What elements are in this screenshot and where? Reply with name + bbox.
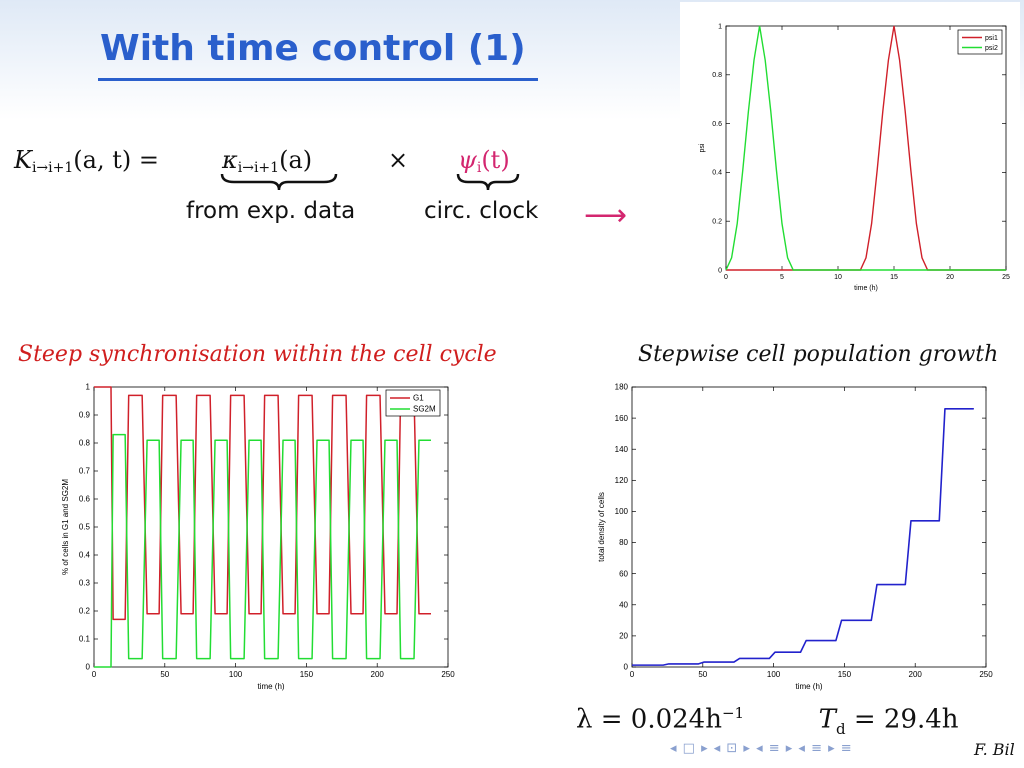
series-line-psi2 — [725, 25, 1006, 271]
x-tick-label: 150 — [838, 670, 852, 679]
x-tick-label: 0 — [92, 670, 97, 679]
y-tick-label: 0.8 — [712, 72, 722, 79]
equation-times: × — [388, 146, 409, 174]
beamer-navigation[interactable]: ◂ □ ▸ ◂ ⊡ ▸ ◂ ≡ ▸ ◂ ≡ ▸ ≡ — [670, 741, 853, 756]
y-tick-label: 0.5 — [79, 523, 91, 532]
x-tick-label: 100 — [229, 670, 243, 679]
y-tick-label: 100 — [615, 507, 629, 516]
equation-lhs: Ki→i+1(a, t) = — [14, 146, 159, 176]
x-tick-label: 10 — [834, 274, 842, 281]
y-tick-label: 0.6 — [712, 121, 722, 128]
equation-psi: ψi(t) — [458, 146, 510, 176]
y-tick-label: 80 — [619, 538, 628, 547]
series-line-total-density — [632, 407, 975, 666]
x-axis-label: time (h) — [257, 682, 284, 691]
x-tick-label: 0 — [630, 670, 635, 679]
legend-label-sg2m: SG2M — [413, 405, 436, 414]
eq-psi-args: (t) — [481, 146, 510, 174]
legend-box — [385, 389, 441, 417]
series-line-psi1 — [726, 25, 1006, 271]
y-axis-label: total density of cells — [598, 492, 606, 562]
x-tick-label: 15 — [890, 274, 898, 281]
formula-td-value: = 29.4h — [845, 704, 959, 735]
label-from-exp-data: from exp. data — [186, 198, 356, 224]
y-tick-label: 60 — [619, 569, 628, 578]
y-tick-label: 0.3 — [79, 579, 91, 588]
eq-k-sub: i→i+1 — [31, 160, 74, 176]
chart-density: 0 50 100 150 200 250 0 20 40 60 80 100 120 140 160 180 t… — [598, 378, 1002, 696]
series-line-sg2m — [94, 433, 432, 668]
x-tick-label: 25 — [1002, 274, 1010, 281]
x-tick-label: 20 — [946, 274, 954, 281]
formula-td-sub: d — [835, 719, 846, 738]
x-tick-label: 100 — [767, 670, 781, 679]
title-underline — [98, 78, 538, 81]
eq-k: K — [14, 146, 32, 174]
chart-g1-sg2m: 0 50 100 150 200 250 0 0.1 0.2 0.3 0.4 0.5 0.6 0.7 0.8… — [60, 378, 470, 696]
y-tick-label: 0.2 — [79, 607, 91, 616]
chart-psi: 0 5 10 15 20 25 0 0.2 0.4 0.6 0.8 1 time (h) psi psi1 p… — [680, 2, 1020, 294]
right-arrow: ⟶ — [584, 198, 628, 233]
y-tick-label: 1 — [718, 23, 722, 30]
eq-kappa: κ — [222, 146, 238, 174]
y-tick-label: 0.4 — [79, 551, 91, 560]
eq-kappa-args: (a) — [279, 146, 313, 174]
eq-psi-sub: i — [476, 160, 482, 176]
x-axis-label: time (h) — [795, 682, 822, 691]
y-tick-label: 0.9 — [79, 411, 91, 420]
y-tick-label: 160 — [615, 414, 629, 423]
legend-label-psi2: psi2 — [985, 45, 998, 52]
y-tick-label: 40 — [619, 600, 628, 609]
y-axis-label: psi — [699, 143, 706, 152]
y-tick-label: 0 — [86, 663, 91, 672]
formula-lambda-exp: −1 — [721, 704, 745, 722]
underbrace-psi — [456, 173, 520, 191]
slide-title: With time control (1) — [100, 28, 526, 69]
caption-population-growth: Stepwise cell population growth — [638, 342, 999, 367]
y-tick-label: 0.8 — [79, 439, 91, 448]
eq-kappa-sub: i→i+1 — [237, 160, 280, 176]
legend-box — [957, 29, 1003, 55]
y-tick-label: 0.1 — [79, 635, 91, 644]
caption-synchronisation: Steep synchronisation within the cell cy… — [18, 342, 497, 367]
y-tick-label: 120 — [615, 476, 629, 485]
x-tick-label: 5 — [780, 274, 784, 281]
plot-frame — [725, 25, 1007, 271]
y-tick-label: 180 — [615, 383, 629, 392]
y-axis-label: % of cells in G1 and SG2M — [61, 479, 70, 575]
y-tick-label: 20 — [619, 632, 628, 641]
formula-td-symbol: T — [818, 704, 836, 735]
x-tick-label: 50 — [698, 670, 707, 679]
x-tick-label: 150 — [300, 670, 314, 679]
formula-lambda-text: λ = 0.024h — [576, 704, 722, 735]
y-tick-label: 1 — [86, 383, 91, 392]
equation-kappa: κi→i+1(a) — [222, 146, 312, 176]
y-tick-label: 0.7 — [79, 467, 91, 476]
underbrace-kappa — [220, 173, 338, 191]
x-tick-label: 200 — [909, 670, 923, 679]
x-tick-label: 250 — [441, 670, 455, 679]
y-tick-label: 0.6 — [79, 495, 91, 504]
footer-author: F. Bil — [974, 740, 1015, 759]
x-axis-label: time (h) — [854, 285, 878, 292]
eq-k-args: (a, t) = — [73, 146, 159, 174]
legend-label-psi1: psi1 — [985, 35, 998, 42]
y-tick-label: 0.2 — [712, 219, 722, 226]
label-circ-clock: circ. clock — [424, 198, 539, 224]
x-tick-label: 50 — [160, 670, 169, 679]
y-tick-label: 0 — [718, 267, 722, 274]
x-tick-label: 200 — [371, 670, 385, 679]
formula-lambda: λ = 0.024h−1 Td = 29.4h — [576, 704, 959, 738]
y-tick-label: 0 — [624, 663, 629, 672]
x-tick-label: 0 — [724, 274, 728, 281]
x-tick-label: 250 — [979, 670, 993, 679]
eq-psi: ψ — [458, 146, 477, 174]
y-tick-label: 0.4 — [712, 170, 722, 177]
plot-frame — [631, 386, 987, 668]
y-tick-label: 140 — [615, 445, 629, 454]
plot-frame — [93, 386, 449, 668]
legend-label-g1: G1 — [413, 394, 424, 403]
